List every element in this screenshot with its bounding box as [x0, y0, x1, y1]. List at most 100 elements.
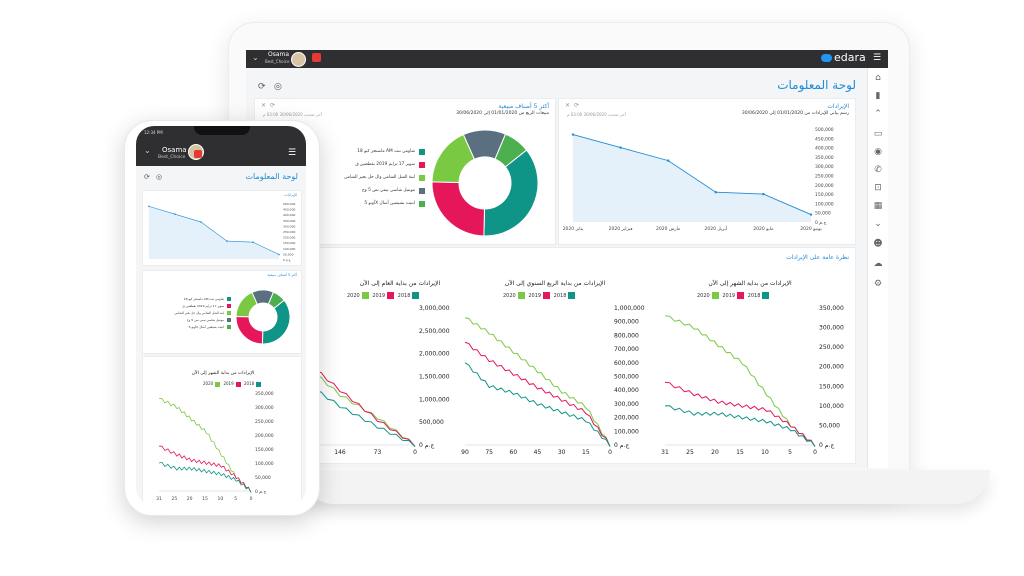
bookmark-icon[interactable]: ▮ — [875, 91, 881, 101]
refresh-icon[interactable]: ⟳ — [270, 102, 276, 109]
laptop-base — [300, 470, 990, 504]
y-tick-label: 350,000 — [819, 305, 844, 312]
chevron-down-icon[interactable]: ⌄ — [252, 53, 259, 62]
user-name: Osama — [162, 146, 187, 154]
legend-swatch — [419, 162, 425, 168]
y-tick-label: 250,000 — [819, 344, 844, 351]
x-tick-label: مارس 2020 — [656, 226, 681, 232]
building-icon[interactable]: ▦ — [873, 201, 883, 211]
refresh-icon[interactable]: ⟳ — [574, 102, 580, 109]
legend-label: أونو 5X انتيت بشيفتين أسال — [188, 325, 224, 329]
y-tick-label: 0 ج.م — [614, 442, 629, 449]
phone-month-chart: 350,000 300,000 250,000 200,000 150,000 100,0… — [156, 391, 274, 502]
chevron-down-icon[interactable]: ⌄ — [144, 146, 151, 155]
menu-icon[interactable]: ☰ — [288, 148, 297, 158]
home-icon[interactable]: ⌂ — [875, 73, 881, 83]
top-products-donut — [431, 129, 539, 237]
status-time: 12:34 PM — [144, 130, 163, 135]
hide-icon[interactable]: ◎ — [274, 82, 282, 92]
close-icon[interactable]: ✕ — [565, 102, 571, 109]
x-tick-label: 15 — [582, 449, 590, 456]
sidebar: ⌂ ▮ ⌃ ▭ ◉ ✆ ⊡ ▦ ⌄ ☻ ☁ ⚙ — [867, 68, 888, 468]
phone-month-legend: 2020 2019 2018 — [203, 381, 263, 387]
y-tick-label: 100,000 — [614, 428, 639, 435]
y-tick-label: 400,000 — [283, 213, 295, 217]
quarter-chart: 1,000,000 900,000 800,000 700,000 600,000 500… — [461, 305, 645, 456]
donut-slice — [494, 133, 528, 168]
x-tick-label: 31 — [156, 496, 162, 502]
revenue-line — [572, 134, 812, 215]
y-tick-label: 350,000 — [283, 219, 295, 223]
y-tick-label: 50,000 — [283, 252, 294, 256]
legend-2020: 2020 — [347, 293, 360, 299]
cloud-icon[interactable]: ☁ — [873, 259, 883, 269]
laptop-screen: ⌄ Osama Best_Choice edara ☰ ⌂ ▮ ⌃ ▭ ◉ ✆ … — [246, 50, 888, 468]
x-tick-label: 5 — [788, 449, 792, 456]
hide-icon[interactable]: ◎ — [156, 173, 163, 181]
y-tick-label: 500,000 — [614, 374, 639, 381]
notification-icon[interactable] — [312, 53, 321, 62]
avatar[interactable] — [291, 52, 306, 67]
y-tick-label: 350,000 — [255, 391, 274, 397]
y-tick-label: 700,000 — [614, 346, 639, 353]
x-tick-label: فبراير 2020 — [609, 226, 633, 232]
series-line-2019 — [158, 445, 252, 493]
revenue-point — [714, 191, 717, 194]
y-tick-label: 2,500,000 — [419, 328, 450, 335]
card-title: الإيرادات — [284, 193, 297, 197]
y-tick-label: 300,000 — [815, 164, 834, 170]
y-tick-label: 0 ج.م — [283, 258, 291, 263]
close-icon[interactable]: ✕ — [261, 102, 267, 109]
x-tick-label: 20 — [187, 496, 193, 502]
y-tick-label: 250,000 — [255, 419, 274, 425]
money-icon[interactable]: ◉ — [874, 147, 882, 157]
revenue-point — [226, 240, 228, 242]
card-subtitle: رسم بياني للإيرادات من 01/01/2020 إلى 30… — [741, 111, 849, 116]
y-tick-label: 50,000 — [815, 211, 831, 217]
legend-2018: 2018 — [243, 381, 255, 386]
x-tick-label: 10 — [761, 449, 769, 456]
gear-icon[interactable]: ⚙ — [873, 279, 883, 289]
y-tick-label: 2,000,000 — [419, 351, 450, 358]
notification-icon[interactable] — [194, 150, 202, 158]
phone-screen: 12:34 PM ⌄ Osama Best_Choice ☰ لوحة المع… — [136, 126, 306, 506]
x-tick-label: 25 — [171, 496, 177, 502]
refresh-icon[interactable]: ⟳ — [258, 82, 266, 92]
x-tick-label: 25 — [686, 449, 694, 456]
legend-2019: 2019 — [528, 293, 542, 299]
print-icon[interactable]: ▭ — [873, 129, 883, 139]
chevron-down-icon[interactable]: ⌄ — [874, 219, 882, 229]
card-title: أكثر 5 أصناف مبيعية — [267, 273, 297, 277]
revenue-point — [809, 213, 813, 216]
users-icon[interactable]: ☻ — [873, 239, 883, 249]
y-tick-label: 200,000 — [819, 364, 844, 371]
menu-icon[interactable]: ☰ — [873, 53, 882, 63]
y-tick-label: 450,000 — [815, 136, 834, 142]
series-line-2019 — [664, 381, 816, 447]
legend-swatch-2018 — [762, 292, 770, 299]
donut-slice — [431, 181, 485, 237]
y-tick-label: 1,500,000 — [419, 374, 450, 381]
refresh-icon[interactable]: ⟳ — [144, 173, 150, 181]
y-tick-label: 500,000 — [419, 419, 444, 426]
revenue-point — [667, 159, 670, 162]
x-tick-label: 0 — [608, 449, 612, 456]
cart-icon[interactable]: ⊡ — [874, 183, 882, 193]
donut-slice — [235, 315, 264, 345]
x-tick-label: 0 — [413, 449, 417, 456]
phone-icon[interactable]: ✆ — [874, 165, 882, 175]
legend-swatch-2019 — [387, 292, 395, 299]
revenue-card: الإيرادات رسم بياني للإيرادات من 01/01/2… — [558, 98, 856, 245]
overview-card: نظرة عامة على الإيرادات الإيرادات من بدا… — [254, 247, 856, 464]
donut-slice — [483, 149, 539, 237]
x-tick-label: أبريل 2020 — [705, 225, 728, 232]
legend-swatch — [227, 297, 231, 301]
chevron-up-icon[interactable]: ⌃ — [874, 109, 882, 119]
x-tick-label: 20 — [711, 449, 719, 456]
year-legend: 2020 2019 2018 — [347, 292, 421, 299]
y-tick-label: 600,000 — [614, 360, 639, 367]
y-tick-label: 50,000 — [255, 475, 271, 481]
y-tick-label: 500,000 — [815, 127, 834, 133]
x-tick-label: 73 — [374, 449, 382, 456]
legend-swatch-2018 — [412, 292, 420, 299]
